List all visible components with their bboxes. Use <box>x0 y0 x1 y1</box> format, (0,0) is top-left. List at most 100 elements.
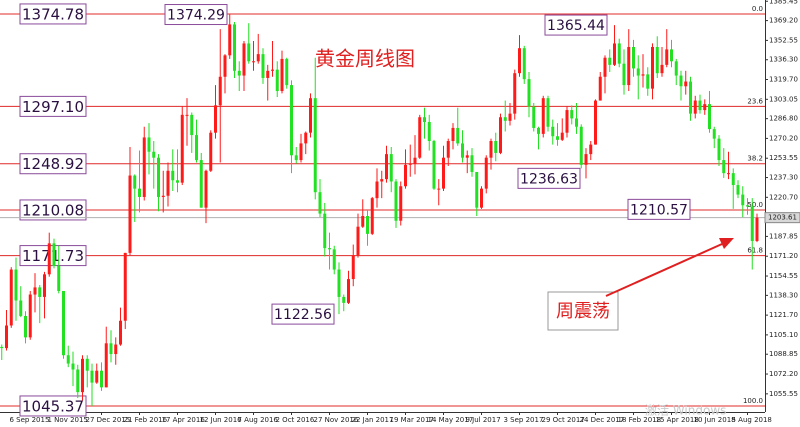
candle-body <box>750 206 754 241</box>
candle-body <box>228 24 232 56</box>
annotation: 1374.29 <box>167 8 225 24</box>
candle-body <box>717 138 721 161</box>
candle-body <box>446 141 450 158</box>
candle-body <box>261 54 265 78</box>
candle-body <box>660 64 664 74</box>
level-label-box <box>19 153 87 175</box>
annotation: 1236.63 <box>520 171 578 187</box>
candle-body <box>366 215 369 234</box>
arrow-head <box>719 238 734 249</box>
candle-body <box>670 49 673 62</box>
level-label: 1045.37 <box>22 397 84 415</box>
candle-body <box>337 269 341 297</box>
candle-body <box>351 255 355 280</box>
candle-body <box>470 155 474 172</box>
candle-body <box>161 195 165 197</box>
candle-body <box>489 141 493 158</box>
candle-body <box>304 132 308 144</box>
y-tick-label: 1171.20 <box>769 252 798 260</box>
candle-body <box>81 358 84 393</box>
y-tick-label: 1385.45 <box>769 0 798 5</box>
candle-body <box>242 43 246 76</box>
x-tick-label: 9 Jul 2017 <box>466 416 501 424</box>
candle-body <box>437 188 441 190</box>
candle-body <box>480 188 483 208</box>
x-tick-label: 27 Nov 2016 <box>314 416 359 424</box>
candle-body <box>66 355 70 364</box>
x-tick-label: 6 Sep 2015 <box>10 416 50 424</box>
y-tick-label: 1072.20 <box>769 370 798 378</box>
candle-body <box>399 186 403 221</box>
candle-body <box>456 127 460 144</box>
candle-body <box>0 346 4 349</box>
x-tick-label: 21 Feb 2016 <box>124 416 168 424</box>
candle-body <box>451 127 455 142</box>
annotation: 1210.57 <box>630 202 688 218</box>
candle-body <box>214 105 217 133</box>
candle-body <box>138 188 141 197</box>
candle-body <box>636 68 640 76</box>
candle-body <box>157 157 160 197</box>
candle-body <box>703 104 707 111</box>
candle-body <box>551 126 555 137</box>
candle-body <box>52 243 56 266</box>
candle-body <box>413 157 417 164</box>
candle-body <box>755 217 759 241</box>
candle-body <box>280 58 284 92</box>
candle-body <box>712 129 716 139</box>
candle-body <box>465 155 469 158</box>
candle-body <box>375 181 379 199</box>
candle-body <box>71 363 75 370</box>
annotation: 1365.44 <box>547 18 605 34</box>
candle-body <box>442 157 445 189</box>
candle-body <box>603 57 607 77</box>
candle-body <box>570 110 574 119</box>
candle-body <box>290 85 293 156</box>
candle-body <box>309 98 312 133</box>
candle-body <box>142 137 146 197</box>
candle-body <box>237 70 241 76</box>
candle-body <box>499 117 502 153</box>
candle-body <box>432 141 436 189</box>
candle-body <box>266 70 270 78</box>
candle-body <box>356 226 360 256</box>
candle-body <box>541 98 545 134</box>
x-tick-label: 24 Dec 2017 <box>580 416 625 424</box>
candle-body <box>731 173 735 186</box>
chart-title: 黄金周线图 <box>315 47 415 71</box>
candle-body <box>584 154 588 165</box>
candle-body <box>361 215 365 227</box>
candle-body <box>218 76 222 106</box>
candle-body <box>247 43 251 62</box>
level-label: 1210.08 <box>22 201 84 219</box>
x-tick-label: 10 Jun 2018 <box>694 416 736 424</box>
candle-body <box>185 114 189 116</box>
level-label-box <box>19 199 87 221</box>
candle-body <box>589 144 593 155</box>
candle-body <box>513 73 517 114</box>
y-tick-label: 1286.80 <box>769 115 798 123</box>
candle-body <box>318 192 322 214</box>
candle-body <box>204 170 208 208</box>
candle-body <box>646 74 650 89</box>
x-tick-label: 22 Jan 2017 <box>352 416 394 424</box>
candle-body <box>275 69 279 92</box>
candle-body <box>76 369 80 393</box>
candle-body <box>5 325 8 349</box>
candle-body <box>57 265 61 291</box>
x-tick-label: 15 Apr 2018 <box>656 416 699 424</box>
callout-box <box>547 291 619 331</box>
candle-body <box>285 58 289 86</box>
candle-body <box>323 213 327 249</box>
candle-body <box>575 118 578 127</box>
y-tick-label: 1138.30 <box>769 291 798 299</box>
candle-body <box>33 287 37 295</box>
candle-body <box>24 315 27 338</box>
x-tick-label: 12 Jun 2016 <box>200 416 243 424</box>
x-tick-label: 27 Dec 2015 <box>86 416 131 424</box>
candle-body <box>313 98 317 193</box>
candle-body <box>299 143 303 161</box>
x-tick-label: 19 Mar 2017 <box>390 416 434 424</box>
candle-body <box>9 269 13 326</box>
candle-body <box>109 343 113 355</box>
